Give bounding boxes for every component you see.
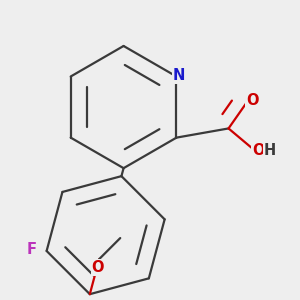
Text: H: H [264,143,276,158]
Text: O: O [91,260,104,275]
Text: O: O [246,93,259,108]
Text: O: O [252,143,264,158]
Text: N: N [173,68,185,83]
Text: F: F [27,242,37,257]
